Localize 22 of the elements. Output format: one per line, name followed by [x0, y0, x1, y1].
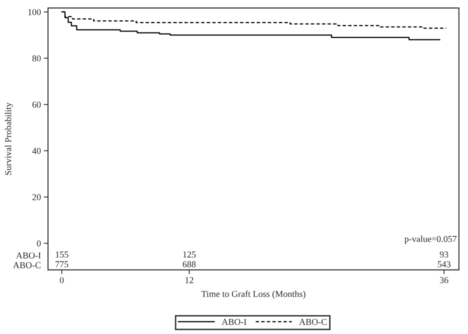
x-tick-label: 36 — [440, 277, 448, 284]
y-tick-label: 20 — [32, 194, 41, 200]
y-tick-label: ABO-C — [13, 262, 41, 268]
legend-label: ABO-I — [222, 318, 246, 325]
annotation: p-value=0.057 — [404, 236, 457, 244]
annotation: 93 — [440, 251, 448, 258]
y-tick-label: 0 — [36, 240, 41, 246]
y-tick-label: 100 — [28, 9, 41, 16]
x-axis-title: Time to Graft Loss (Months) — [201, 290, 306, 299]
annotation: 125 — [183, 251, 196, 258]
y-tick-label: 60 — [32, 102, 41, 108]
x-tick-label: 12 — [186, 277, 194, 284]
annotation: 543 — [438, 261, 450, 268]
annotation: 688 — [182, 261, 196, 268]
y-tick-label: 80 — [32, 55, 41, 62]
annotation: 775 — [56, 261, 68, 268]
y-tick-label: 40 — [32, 148, 41, 154]
y-tick-label: ABO-I — [16, 252, 41, 259]
x-tick-label: 0 — [60, 277, 64, 284]
legend-label: ABO-C — [299, 318, 327, 325]
y-axis-title: Survival Probability — [4, 102, 14, 175]
annotation: 155 — [56, 252, 68, 258]
